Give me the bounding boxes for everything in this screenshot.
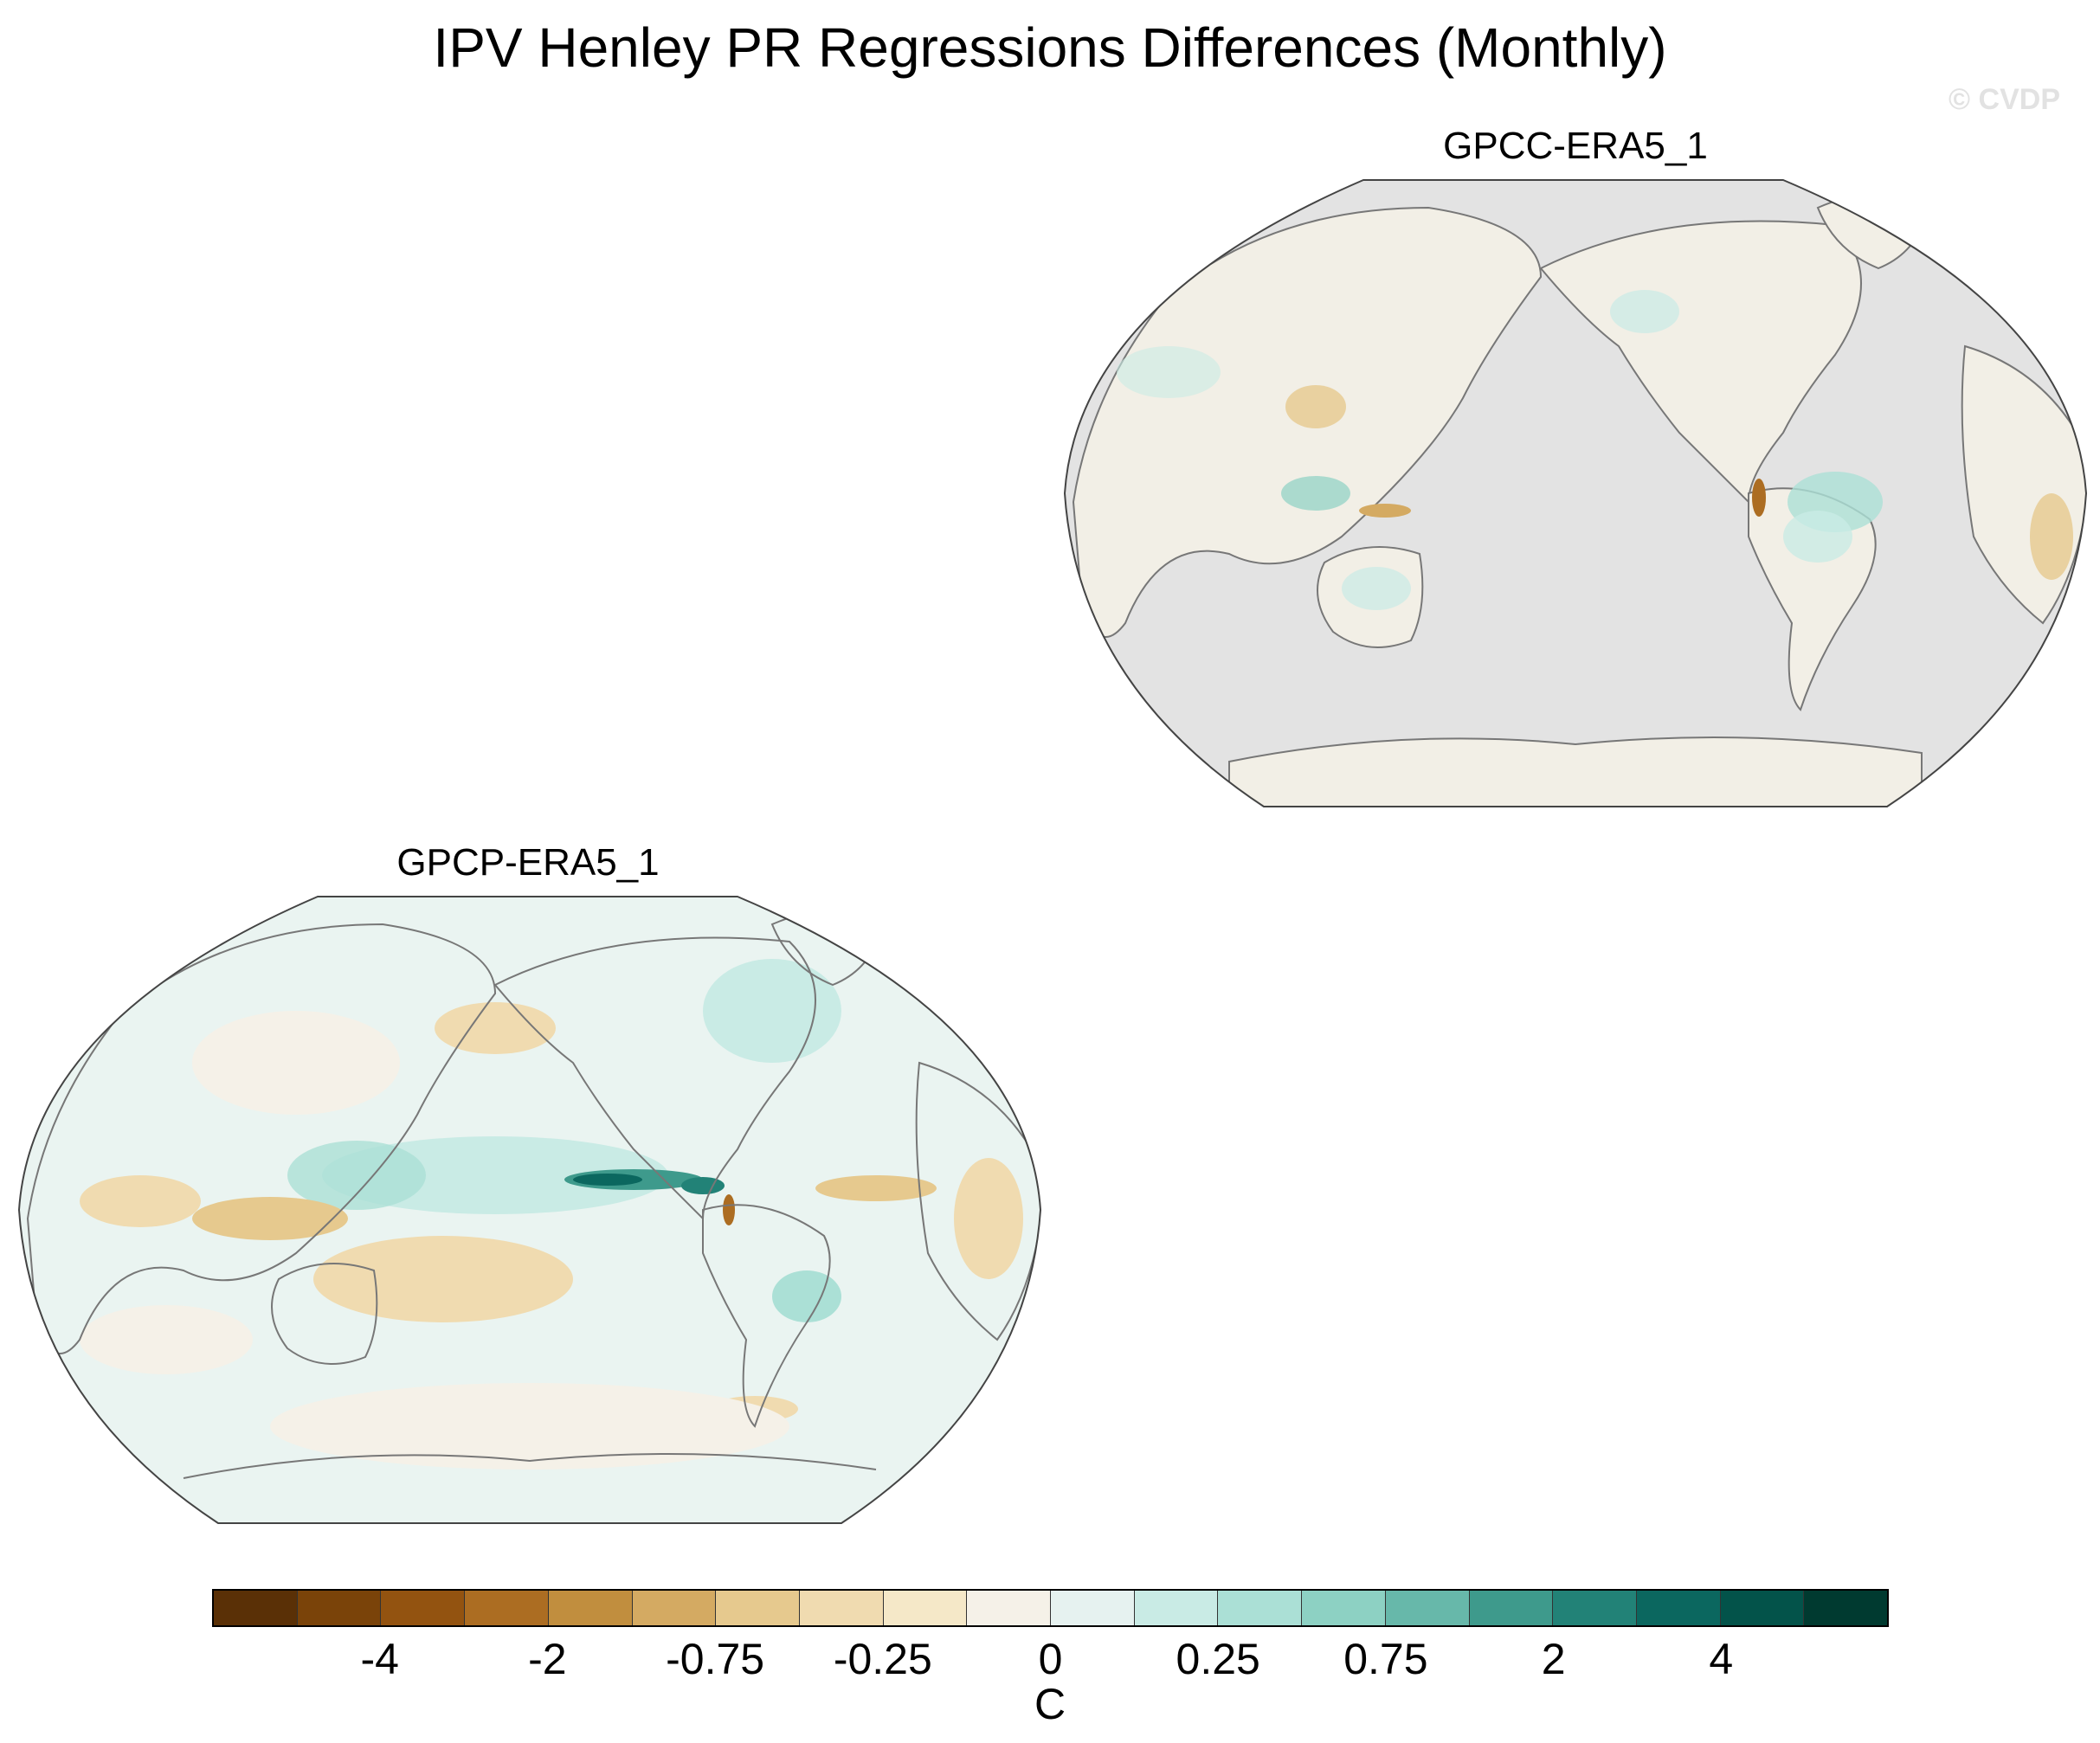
map-gpcp	[17, 896, 1042, 1524]
colorbar-tick-label: -4	[360, 1635, 399, 1683]
watermark: © CVDP	[1949, 83, 2060, 116]
colorbar-swatch	[1301, 1591, 1385, 1625]
colorbar-swatch	[296, 1591, 381, 1625]
colorbar-swatch	[631, 1591, 716, 1625]
colorbar-swatch	[214, 1591, 297, 1625]
colorbar-swatch	[1803, 1591, 1888, 1625]
colorbar-swatch	[715, 1591, 799, 1625]
panel-title-gpcc: GPCC-ERA5_1	[1443, 125, 1708, 167]
colorbar-units: C	[1034, 1680, 1066, 1728]
colorbar-tick-label: 2	[1541, 1635, 1566, 1683]
colorbar-swatch	[547, 1591, 632, 1625]
figure-title: IPV Henley PR Regressions Differences (M…	[433, 16, 1667, 79]
map-gpcc	[1063, 179, 2088, 807]
colorbar-tick-label: -2	[528, 1635, 567, 1683]
colorbar-tick-label: 0.75	[1343, 1635, 1428, 1683]
colorbar-swatch	[380, 1591, 465, 1625]
colorbar-swatch	[1468, 1591, 1553, 1625]
colorbar-tick-label: 0.25	[1176, 1635, 1260, 1683]
colorbar-swatch	[1719, 1591, 1804, 1625]
coastlines-gpcp	[26, 908, 1040, 1479]
colorbar-swatch	[966, 1591, 1051, 1625]
colorbar-tick-label: 0	[1038, 1635, 1063, 1683]
colorbar-swatch	[1050, 1591, 1134, 1625]
colorbar-tick-label: -0.75	[666, 1635, 765, 1683]
colorbar-swatch	[1133, 1591, 1218, 1625]
colorbar-swatch	[1552, 1591, 1636, 1625]
colorbar-tick-label: -0.25	[833, 1635, 932, 1683]
colorbar-swatch	[798, 1591, 883, 1625]
colorbar	[212, 1589, 1889, 1627]
map-border-gpcc	[1063, 179, 2088, 807]
panel-title-gpcp: GPCP-ERA5_1	[396, 841, 660, 884]
colorbar-swatch	[882, 1591, 967, 1625]
anomaly-patches-gpcp	[80, 959, 1023, 1470]
anomaly-patches-gpcc	[1117, 290, 2073, 610]
colorbar-swatch	[1384, 1591, 1469, 1625]
map-border-gpcp	[17, 896, 1042, 1524]
colorbar-swatch	[1635, 1591, 1720, 1625]
colorbar-tick-label: 4	[1709, 1635, 1734, 1683]
colorbar-swatch	[464, 1591, 548, 1625]
colorbar-swatch	[1217, 1591, 1302, 1625]
